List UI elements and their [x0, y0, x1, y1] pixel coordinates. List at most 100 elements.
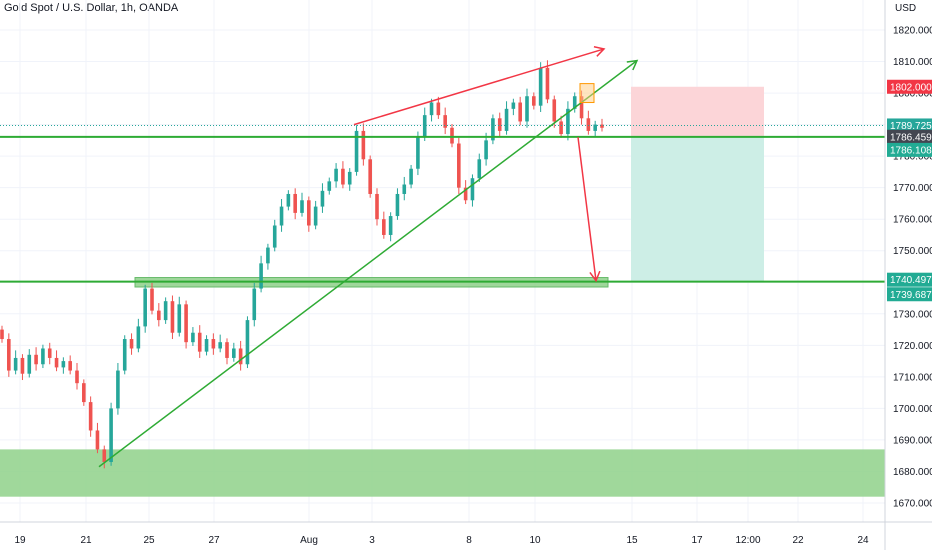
- candle: [150, 282, 154, 315]
- candle-body: [88, 402, 93, 431]
- candle: [157, 303, 161, 327]
- x-tick-label: 22: [792, 535, 804, 546]
- candle-body: [122, 339, 127, 371]
- x-tick-label: 27: [208, 535, 220, 546]
- target-price-tag-b-bg: [887, 287, 932, 302]
- candle: [525, 88, 529, 128]
- candle-body: [232, 348, 236, 358]
- support-zone-lower: [0, 449, 885, 497]
- candle-body: [225, 342, 229, 358]
- candle: [34, 347, 38, 371]
- candle-body: [450, 127, 454, 144]
- candle-body: [54, 357, 59, 368]
- x-tick-label: 3: [369, 535, 375, 546]
- zones: [0, 86, 885, 497]
- candle: [163, 297, 168, 324]
- x-tick-label: 24: [857, 535, 869, 546]
- candle: [20, 354, 25, 381]
- candle: [477, 153, 482, 182]
- candle: [313, 200, 318, 230]
- x-tick-label: 15: [626, 535, 638, 546]
- candle: [361, 123, 366, 166]
- price-axis[interactable]: 1820.0001810.0001800.0001790.0001780.000…: [893, 26, 932, 510]
- y-tick-label: 1760.000: [893, 215, 932, 226]
- candle: [409, 164, 413, 189]
- candle-body: [354, 130, 359, 172]
- candle: [0, 325, 4, 343]
- candle: [197, 325, 202, 358]
- candle: [307, 196, 311, 232]
- y-tick-label: 1810.000: [893, 57, 932, 68]
- candle-body: [341, 168, 345, 185]
- candle-body: [586, 118, 591, 131]
- candle: [586, 110, 591, 135]
- stop-price-tag: 1802.000: [890, 82, 932, 93]
- candle-body: [0, 329, 4, 340]
- candle-body: [266, 247, 270, 264]
- candle: [566, 101, 570, 141]
- candle-body: [286, 193, 291, 207]
- x-tick-label: 8: [466, 535, 472, 546]
- candle-body: [163, 301, 168, 321]
- candle-body: [382, 219, 386, 235]
- candle: [88, 396, 93, 437]
- candle: [252, 282, 257, 327]
- candle: [341, 161, 345, 189]
- level-price-tag: 1786.108: [890, 145, 932, 156]
- candle-body: [518, 102, 522, 122]
- candle: [422, 107, 427, 141]
- candle-body: [532, 96, 536, 106]
- y-tick-label: 1750.000: [893, 246, 932, 257]
- candle-body: [470, 178, 475, 201]
- time-axis[interactable]: 19 21 25 27 Aug 3 8 10 15 17 12:00 22 24: [14, 535, 869, 546]
- candle: [593, 120, 597, 138]
- candle: [559, 115, 563, 138]
- candle-body: [211, 339, 216, 349]
- candle: [395, 188, 400, 220]
- current-price-tag: 1789.725: [890, 121, 932, 132]
- candle-body: [7, 339, 11, 371]
- candle: [511, 98, 516, 116]
- candle: [545, 60, 550, 104]
- candle-body: [272, 225, 277, 248]
- x-tick-label: 25: [143, 535, 155, 546]
- candle: [429, 98, 434, 122]
- candle-body: [538, 67, 543, 106]
- candle: [191, 327, 195, 346]
- candle: [334, 163, 338, 188]
- candle-body: [368, 159, 372, 194]
- candle-body: [245, 320, 250, 365]
- candle-body: [102, 449, 107, 463]
- candle-body: [334, 168, 338, 182]
- candle: [518, 96, 522, 126]
- x-tick-label: 19: [14, 535, 26, 546]
- candle: [225, 338, 229, 365]
- candle: [109, 402, 113, 466]
- candle: [272, 219, 277, 252]
- candle: [238, 340, 243, 371]
- candle-body: [95, 430, 100, 450]
- candle-body: [313, 206, 318, 226]
- candle-body: [361, 130, 366, 160]
- candle-body: [388, 216, 393, 235]
- candle: [116, 362, 120, 415]
- candle-body: [252, 288, 257, 321]
- drawings[interactable]: [0, 46, 885, 468]
- candle-body: [238, 348, 243, 365]
- x-tick-label: 12:00: [735, 535, 760, 546]
- candle: [497, 112, 502, 138]
- candle-body: [136, 326, 141, 349]
- x-tick-label: 17: [691, 535, 703, 546]
- candles: [0, 60, 604, 469]
- y-tick-label: 1770.000: [893, 183, 932, 194]
- candle-body: [279, 206, 284, 226]
- projection-arrow: [577, 137, 601, 283]
- candle: [245, 316, 250, 369]
- candle-body: [429, 102, 434, 116]
- candle: [538, 62, 543, 112]
- y-tick-label: 1670.000: [893, 499, 932, 510]
- candle-body: [34, 354, 38, 365]
- level-price-tag-bg: [887, 142, 932, 157]
- candle-body: [402, 184, 407, 194]
